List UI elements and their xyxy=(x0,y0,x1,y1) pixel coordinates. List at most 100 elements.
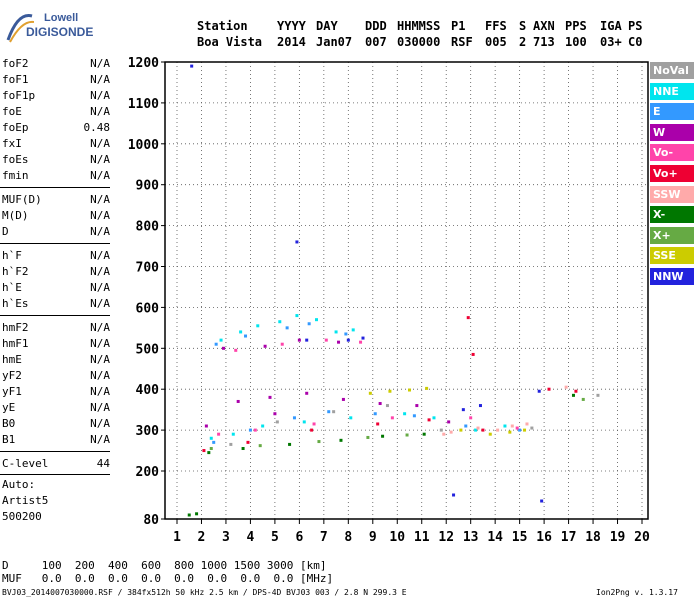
param-row: h`E N/A xyxy=(2,281,110,297)
param-value: N/A xyxy=(90,385,110,398)
x-tick-label: 10 xyxy=(389,530,405,545)
data-point-e xyxy=(327,410,331,414)
param-value: N/A xyxy=(90,281,110,294)
data-point-sse xyxy=(408,388,411,392)
param-row: foEs N/A xyxy=(2,153,110,169)
data-point-w xyxy=(415,404,419,408)
header-label-10: IGA xyxy=(600,19,622,33)
param-name: foF1 xyxy=(2,73,29,86)
data-point-x xyxy=(187,513,191,517)
data-point-vo xyxy=(515,426,519,430)
data-point-vo xyxy=(427,418,431,422)
data-point-x xyxy=(422,432,426,436)
data-point-nnw xyxy=(295,240,299,244)
param-value: N/A xyxy=(90,193,110,206)
data-point-e xyxy=(412,414,416,418)
data-point-nne xyxy=(302,420,306,424)
param-row: fmin N/A xyxy=(2,169,110,185)
data-point-e xyxy=(212,440,216,444)
header-value-11: C0 xyxy=(628,35,643,49)
data-point-e xyxy=(285,326,289,330)
param-value: N/A xyxy=(90,105,110,118)
data-point-vo xyxy=(234,348,238,352)
param-name: foEp xyxy=(2,121,29,134)
data-point-vo xyxy=(202,449,206,453)
header-value-4: 030000 xyxy=(397,35,441,49)
data-point-e xyxy=(292,416,296,420)
data-point-nnw xyxy=(305,338,309,342)
data-point-x xyxy=(209,447,213,451)
data-point-nne xyxy=(432,416,436,420)
x-tick-label: 3 xyxy=(222,530,230,545)
data-point-vo xyxy=(481,428,485,432)
data-point-sse xyxy=(459,428,463,432)
data-point-vo xyxy=(359,340,363,344)
data-point-nnw xyxy=(190,64,194,68)
data-point-w xyxy=(268,395,272,399)
data-point-nnw xyxy=(461,408,465,412)
data-point-vo xyxy=(547,387,551,391)
y-tick-label: 1200 xyxy=(128,56,159,71)
x-tick-label: 9 xyxy=(369,530,377,545)
data-point-vo xyxy=(310,428,314,432)
param-row: foE N/A xyxy=(2,105,110,121)
clevel-value: 44 xyxy=(96,457,110,470)
logo-swoosh-icon xyxy=(6,14,34,43)
header-value-3: 007 xyxy=(365,35,387,49)
data-point-w xyxy=(447,420,451,424)
param-row: MUF(D) N/A xyxy=(2,193,110,209)
x-tick-label: 4 xyxy=(247,530,255,545)
data-point-ssw xyxy=(476,426,480,430)
y-tick-label: 400 xyxy=(136,383,160,398)
data-point-vo xyxy=(324,338,328,342)
x-tick-label: 11 xyxy=(414,530,430,545)
data-point-vo xyxy=(312,422,316,426)
x-tick-label: 8 xyxy=(344,530,352,545)
header-value-9: 100 xyxy=(565,35,587,49)
data-point-nnw xyxy=(478,404,482,408)
data-point-sse xyxy=(523,428,527,432)
header-label-9: PPS xyxy=(565,19,587,33)
plot-frame xyxy=(164,61,649,520)
param-name: M(D) xyxy=(2,209,29,222)
header-value-1: 2014 xyxy=(277,35,306,49)
param-name: MUF(D) xyxy=(2,193,42,206)
data-point-x xyxy=(381,434,385,438)
separator xyxy=(0,451,110,452)
param-row: foF1 N/A xyxy=(2,73,110,89)
param-name: foF1p xyxy=(2,89,36,102)
param-name: foE xyxy=(2,105,22,118)
param-row: fxI N/A xyxy=(2,137,110,153)
param-value: N/A xyxy=(90,225,110,238)
data-point-e xyxy=(214,342,218,346)
data-point-vo xyxy=(376,422,380,426)
data-point-noval xyxy=(275,420,279,424)
data-point-vo xyxy=(280,342,284,346)
data-point-ssw xyxy=(442,432,446,436)
data-point-e xyxy=(344,332,348,336)
param-row: yF2 N/A xyxy=(2,369,110,385)
param-value: 0.48 xyxy=(83,121,111,134)
param-name: hmE xyxy=(2,353,22,366)
logo-line1: Lowell xyxy=(44,12,79,24)
header-label-11: PS xyxy=(628,19,643,33)
x-tick-label: 1 xyxy=(173,530,181,545)
header-value-6: 005 xyxy=(485,35,507,49)
x-tick-label: 19 xyxy=(610,530,626,545)
data-point-noval xyxy=(439,428,443,432)
param-row: h`F2 N/A xyxy=(2,265,110,281)
x-tick-label: 15 xyxy=(512,530,528,545)
param-row: h`Es N/A xyxy=(2,297,110,313)
header-label-3: DDD xyxy=(365,19,387,33)
legend-item: X+ xyxy=(650,226,694,244)
param-row: foF1p N/A xyxy=(2,89,110,105)
param-name: hmF2 xyxy=(2,321,29,334)
x-tick-label: 14 xyxy=(487,530,503,545)
data-point-x xyxy=(405,433,409,437)
param-value: N/A xyxy=(90,337,110,350)
param-name: h`F xyxy=(2,249,22,262)
param-name: B0 xyxy=(2,417,16,430)
data-point-x xyxy=(366,435,370,439)
param-row: foEp 0.48 xyxy=(2,121,110,137)
